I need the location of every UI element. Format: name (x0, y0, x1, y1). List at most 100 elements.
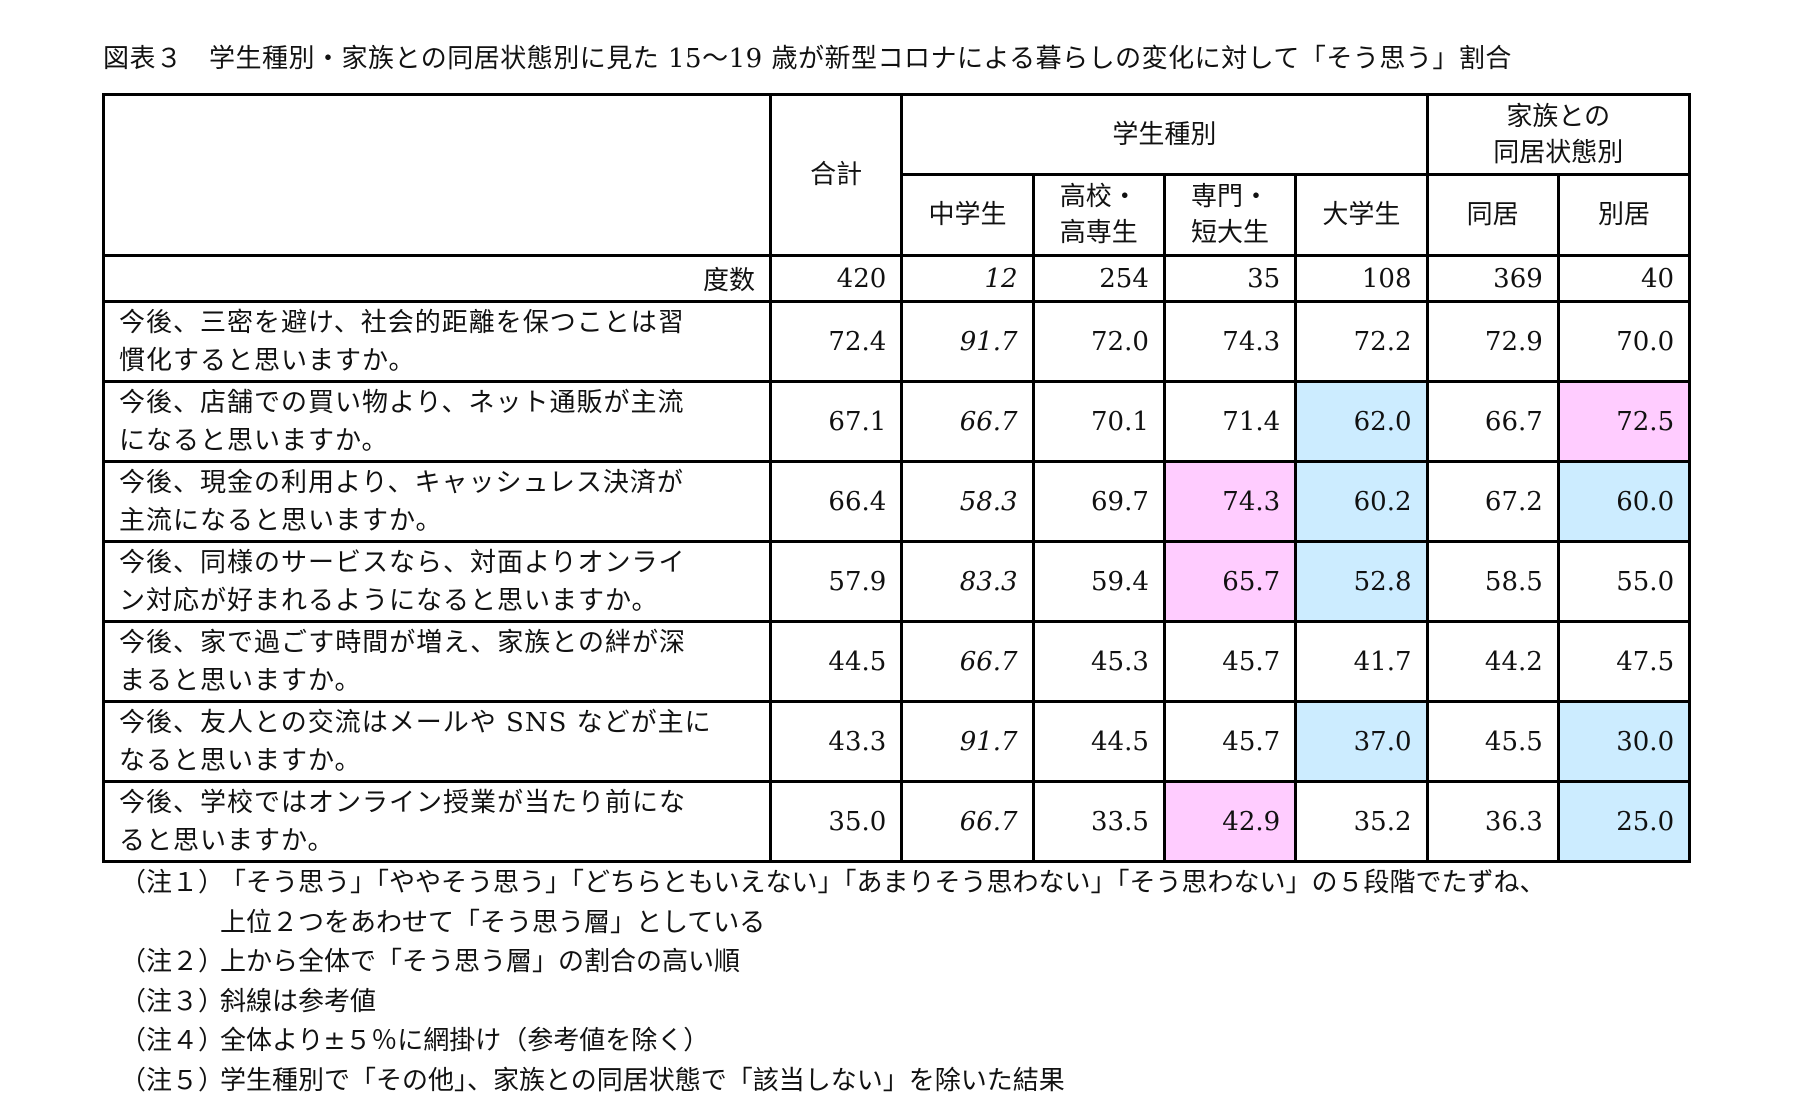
value-cell: 44.5 (768, 620, 904, 703)
value-cell: 83.3 (900, 540, 1035, 623)
question-text: 今後、三密を避け、社会的距離を保つことは習 慣化すると思いますか。 (102, 300, 772, 383)
note-text: 全体より±５％に網掛け（参考値を除く） (220, 1026, 710, 1056)
survey-table: 合計 学生種別 家族との 同居状態別 中学生 高校・ 高専生 専門・ 短大生 大学生… (102, 93, 1692, 863)
header-living-together: 同居 (1425, 173, 1560, 257)
count-value: 40 (1556, 254, 1692, 303)
value-cell: 55.0 (1556, 540, 1692, 623)
header-university: 大学生 (1294, 173, 1429, 257)
value-cell: 70.0 (1556, 300, 1692, 383)
value-cell: 45.5 (1425, 700, 1560, 783)
figure-title: 図表３ 学生種別・家族との同居状態別に見た 15～19 歳が新型コロナによる暮ら… (103, 44, 1512, 74)
table-row: 今後、同様のサービスなら、対面よりオンライ ン対応が好まれるようになると思いますか… (102, 540, 1692, 623)
value-cell: 67.1 (768, 380, 904, 463)
note-line: （注３） 斜線は参考値 (120, 983, 1545, 1023)
header-group-family-line2: 同居状態別 (1493, 137, 1624, 168)
question-text: 今後、店舗での買い物より、ネット通販が主流 になると思いますか。 (102, 380, 772, 463)
question-text: 今後、家で過ごす時間が増え、家族との絆が深 まると思いますか。 (102, 620, 772, 703)
value-cell: 25.0 (1556, 780, 1692, 863)
table-row: 今後、現金の利用より、キャッシュレス決済が 主流になると思いますか。 66.4 58.… (102, 460, 1692, 543)
note-text: 学生種別で「その他」、家族との同居状態で「該当しない」を除いた結果 (220, 1065, 1065, 1096)
table-row: 今後、店舗での買い物より、ネット通販が主流 になると思いますか。 67.1 66.7 7… (102, 380, 1692, 463)
table-row: 今後、家で過ごす時間が増え、家族との絆が深 まると思いますか。 44.5 66.7 45… (102, 620, 1692, 703)
note-label: （注４） (120, 1026, 225, 1056)
value-cell: 44.5 (1031, 700, 1166, 783)
value-cell: 35.0 (768, 780, 904, 863)
count-value: 35 (1162, 254, 1298, 303)
value-cell: 66.7 (900, 780, 1035, 863)
value-cell: 60.2 (1294, 460, 1429, 543)
value-cell: 43.3 (768, 700, 904, 783)
header-high-school: 高校・ 高専生 (1031, 173, 1166, 257)
header-group-family-living: 家族との 同居状態別 (1425, 93, 1692, 176)
note-line: （注５） 学生種別で「その他」、家族との同居状態で「該当しない」を除いた結果 (120, 1062, 1545, 1102)
note-text: 上から全体で「そう思う層」の割合の高い順 (220, 947, 741, 977)
value-cell: 72.9 (1425, 300, 1560, 383)
value-cell: 57.9 (768, 540, 904, 623)
value-cell: 67.2 (1425, 460, 1560, 543)
header-junior-high: 中学生 (900, 173, 1035, 257)
value-cell: 74.3 (1162, 460, 1298, 543)
note-line: 上位２つをあわせて「そう思う層」としている (120, 904, 1545, 944)
value-cell: 42.9 (1162, 780, 1298, 863)
value-cell: 70.1 (1031, 380, 1166, 463)
value-cell: 74.3 (1162, 300, 1298, 383)
value-cell: 59.4 (1031, 540, 1166, 623)
header-group-family-line1: 家族との (1506, 101, 1611, 132)
count-value: 420 (768, 254, 904, 303)
value-cell: 44.2 (1425, 620, 1560, 703)
count-label: 度数 (102, 254, 772, 303)
value-cell: 66.7 (900, 620, 1035, 703)
note-text: 上位２つをあわせて「そう思う層」としている (220, 907, 766, 938)
table-row: 今後、三密を避け、社会的距離を保つことは習 慣化すると思いますか。 72.4 91.7… (102, 300, 1692, 383)
value-cell: 65.7 (1162, 540, 1298, 623)
count-value: 254 (1031, 254, 1166, 303)
note-label: （注３） (120, 986, 225, 1017)
value-cell: 69.7 (1031, 460, 1166, 543)
value-cell: 45.7 (1162, 700, 1298, 783)
value-cell: 72.5 (1556, 380, 1692, 463)
value-cell: 66.7 (900, 380, 1035, 463)
question-text: 今後、友人との交流はメールや SNS などが主に なると思いますか。 (102, 700, 772, 783)
header-living-apart: 別居 (1556, 173, 1692, 257)
header-blank-cell (102, 93, 772, 257)
value-cell: 60.0 (1556, 460, 1692, 543)
question-text: 今後、学校ではオンライン授業が当たり前にな ると思いますか。 (102, 780, 772, 863)
question-text: 今後、現金の利用より、キャッシュレス決済が 主流になると思いますか。 (102, 460, 772, 543)
note-line: （注２） 上から全体で「そう思う層」の割合の高い順 (120, 943, 1545, 983)
note-line: （注１） 「そう思う」「ややそう思う」「どちらともいえない」「あまりそう思わない」… (120, 864, 1545, 904)
value-cell: 72.2 (1294, 300, 1429, 383)
count-value: 12 (900, 254, 1035, 303)
header-total: 合計 (768, 93, 904, 257)
notes: （注１） 「そう思う」「ややそう思う」「どちらともいえない」「あまりそう思わない」… (120, 864, 1545, 1101)
question-text: 今後、同様のサービスなら、対面よりオンライ ン対応が好まれるようになると思いますか… (102, 540, 772, 623)
value-cell: 45.7 (1162, 620, 1298, 703)
value-cell: 30.0 (1556, 700, 1692, 783)
value-cell: 33.5 (1031, 780, 1166, 863)
value-cell: 72.4 (768, 300, 904, 383)
table-row: 今後、友人との交流はメールや SNS などが主に なると思いますか。 43.3 91.… (102, 700, 1692, 783)
value-cell: 36.3 (1425, 780, 1560, 863)
note-label: （注１） (120, 868, 225, 898)
value-cell: 62.0 (1294, 380, 1429, 463)
count-value: 369 (1425, 254, 1560, 303)
value-cell: 47.5 (1556, 620, 1692, 703)
header-vocational-college: 専門・ 短大生 (1162, 173, 1298, 257)
value-cell: 66.4 (768, 460, 904, 543)
note-line: （注４） 全体より±５％に網掛け（参考値を除く） (120, 1022, 1545, 1062)
value-cell: 45.3 (1031, 620, 1166, 703)
value-cell: 91.7 (900, 700, 1035, 783)
note-text: 「そう思う」「ややそう思う」「どちらともいえない」「あまりそう思わない」「そう思… (220, 868, 1546, 898)
header-group-student-type: 学生種別 (900, 93, 1429, 176)
table-row: 今後、学校ではオンライン授業が当たり前にな ると思いますか。 35.0 66.7 33.… (102, 780, 1692, 863)
value-cell: 37.0 (1294, 700, 1429, 783)
value-cell: 35.2 (1294, 780, 1429, 863)
note-label: （注２） (120, 947, 225, 977)
value-cell: 41.7 (1294, 620, 1429, 703)
value-cell: 72.0 (1031, 300, 1166, 383)
value-cell: 91.7 (900, 300, 1035, 383)
count-value: 108 (1294, 254, 1429, 303)
count-row: 度数 420 12 254 35 108 369 40 (102, 254, 1692, 303)
note-label: （注５） (120, 1065, 225, 1096)
value-cell: 66.7 (1425, 380, 1560, 463)
value-cell: 71.4 (1162, 380, 1298, 463)
